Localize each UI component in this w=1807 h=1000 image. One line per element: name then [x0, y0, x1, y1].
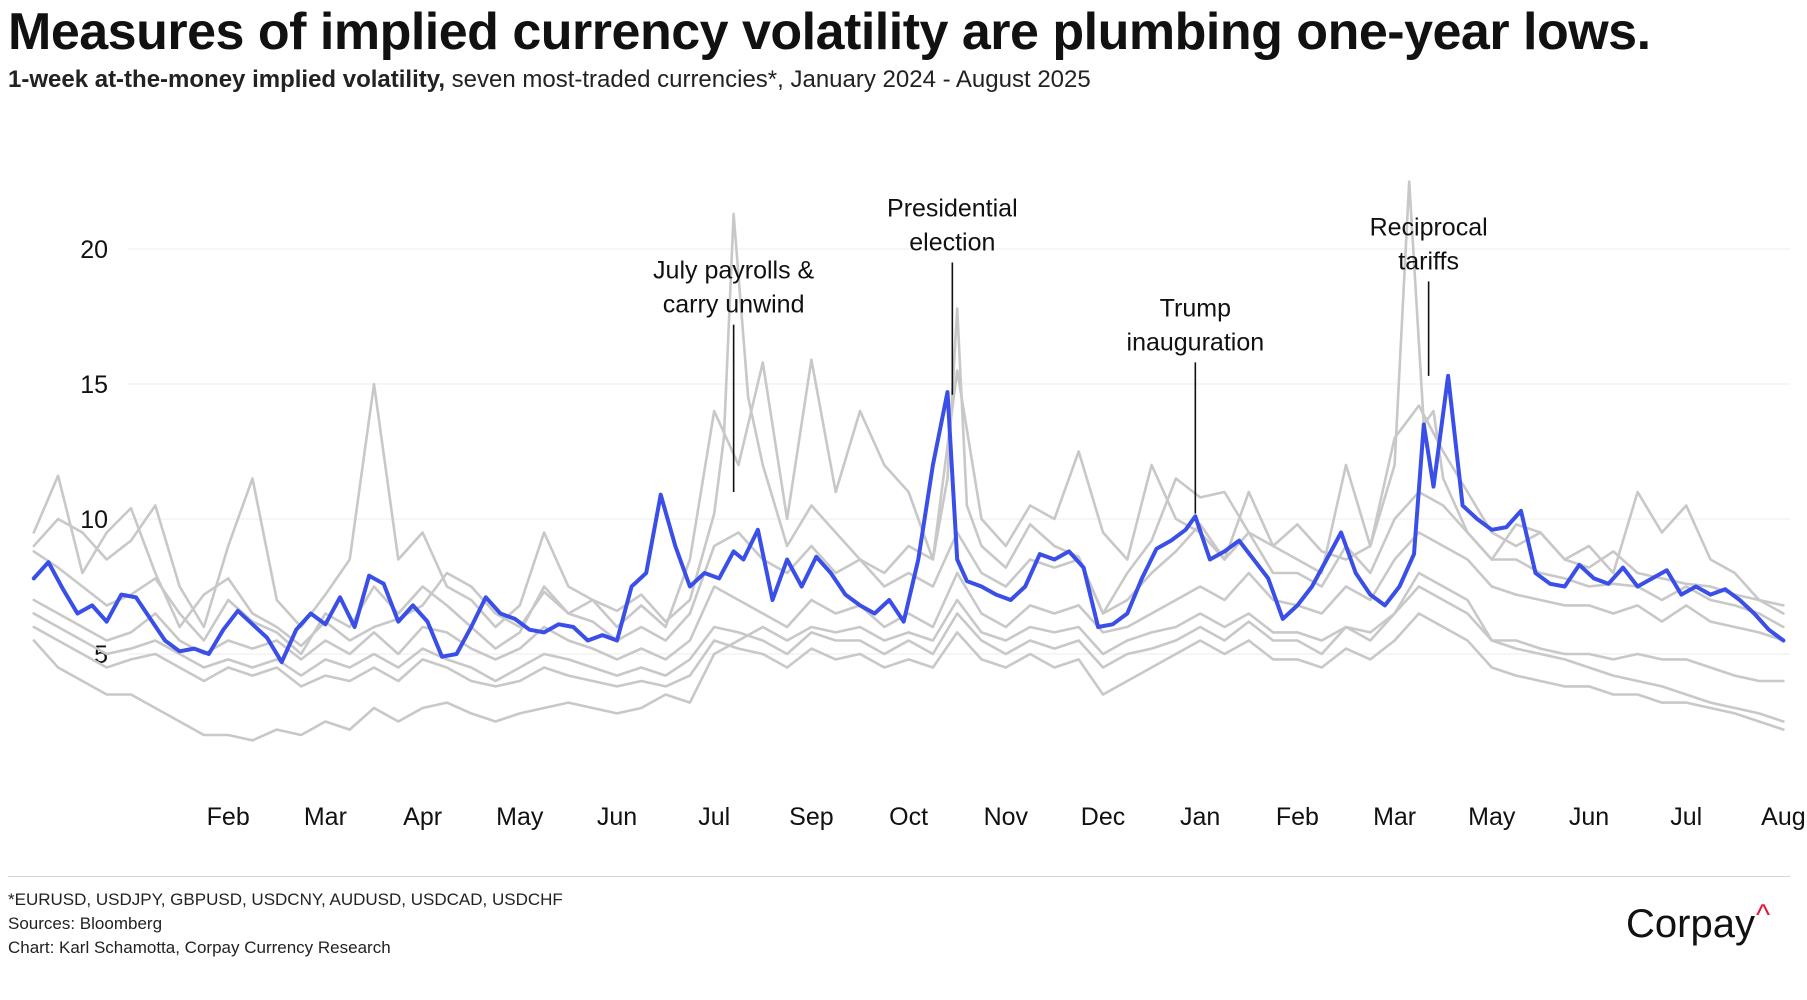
- annotation-label-3-line-1: Trump: [1160, 294, 1231, 322]
- chart-subtitle: 1-week at-the-money implied volatility, …: [8, 66, 1091, 94]
- chart-title: Measures of implied currency volatility …: [8, 3, 1651, 61]
- x-tick-label-8: Nov: [984, 803, 1029, 831]
- x-tick-label-14: Jun: [1569, 803, 1609, 831]
- background-series-line-2: [32, 358, 1785, 629]
- highlight-series-line: [31, 373, 1786, 665]
- x-tick-label-10: Jan: [1180, 803, 1220, 831]
- y-tick-label-20: 20: [80, 236, 108, 264]
- x-tick-label-1: Mar: [304, 803, 347, 831]
- background-series-line-3: [32, 490, 1785, 656]
- subtitle-bold: 1-week at-the-money implied volatility,: [8, 66, 445, 93]
- background-series: [32, 180, 1785, 742]
- x-tick-label-13: May: [1468, 803, 1516, 831]
- x-tick-label-9: Dec: [1081, 803, 1125, 831]
- annotation-label-4-line-1: Reciprocal: [1370, 213, 1488, 241]
- annotation-label-1-line-2: carry unwind: [663, 291, 805, 319]
- x-tick-label-4: Jun: [597, 803, 637, 831]
- annotation-label-1-line-1: July payrolls &: [653, 257, 814, 285]
- logo-caret-icon: ^: [1755, 899, 1771, 932]
- x-tick-label-15: Jul: [1670, 803, 1702, 831]
- x-tick-label-11: Feb: [1276, 803, 1319, 831]
- y-tick-label-15: 15: [80, 371, 108, 399]
- annotation-label-4-line-2: tariffs: [1398, 247, 1459, 275]
- logo-text: Corpay: [1626, 902, 1755, 946]
- x-tick-label-0: Feb: [207, 803, 250, 831]
- footnote-sources: Sources: Bloomberg: [8, 914, 163, 933]
- background-series-line-7: [32, 571, 1785, 742]
- background-series-line-4: [32, 531, 1785, 661]
- annotation-label-2-line-2: election: [909, 229, 995, 257]
- x-tick-label-3: May: [496, 803, 544, 831]
- x-tick-label-6: Sep: [789, 803, 833, 831]
- footer-divider: [8, 876, 1790, 877]
- footnote-currencies: *EURUSD, USDJPY, GBPUSD, USDCNY, AUDUSD,…: [8, 890, 563, 909]
- x-axis-labels: Feb Mar Apr May Jun Jul Sep Oct Nov Dec Jan Feb Mar M…: [207, 803, 1806, 831]
- x-tick-label-12: Mar: [1373, 803, 1416, 831]
- annotation-label-2-line-1: Presidential: [887, 195, 1018, 223]
- y-tick-label-10: 10: [80, 506, 108, 534]
- x-tick-label-16: Aug: [1761, 803, 1805, 831]
- x-tick-label-2: Apr: [403, 803, 442, 831]
- annotations: July payrolls & carry unwind Presidential e…: [653, 195, 1488, 514]
- corpay-logo: Corpay^: [1626, 899, 1771, 947]
- annotation-label-3-line-2: inauguration: [1127, 328, 1265, 356]
- gridlines: [128, 248, 1790, 655]
- footnote-credit: Chart: Karl Schamotta, Corpay Currency R…: [8, 938, 391, 957]
- subtitle-rest: seven most-traded currencies*, January 2…: [445, 66, 1091, 93]
- background-series-line-6: [32, 612, 1785, 731]
- x-tick-label-7: Oct: [889, 803, 928, 831]
- highlight-series: [31, 373, 1786, 665]
- x-tick-label-5: Jul: [698, 803, 730, 831]
